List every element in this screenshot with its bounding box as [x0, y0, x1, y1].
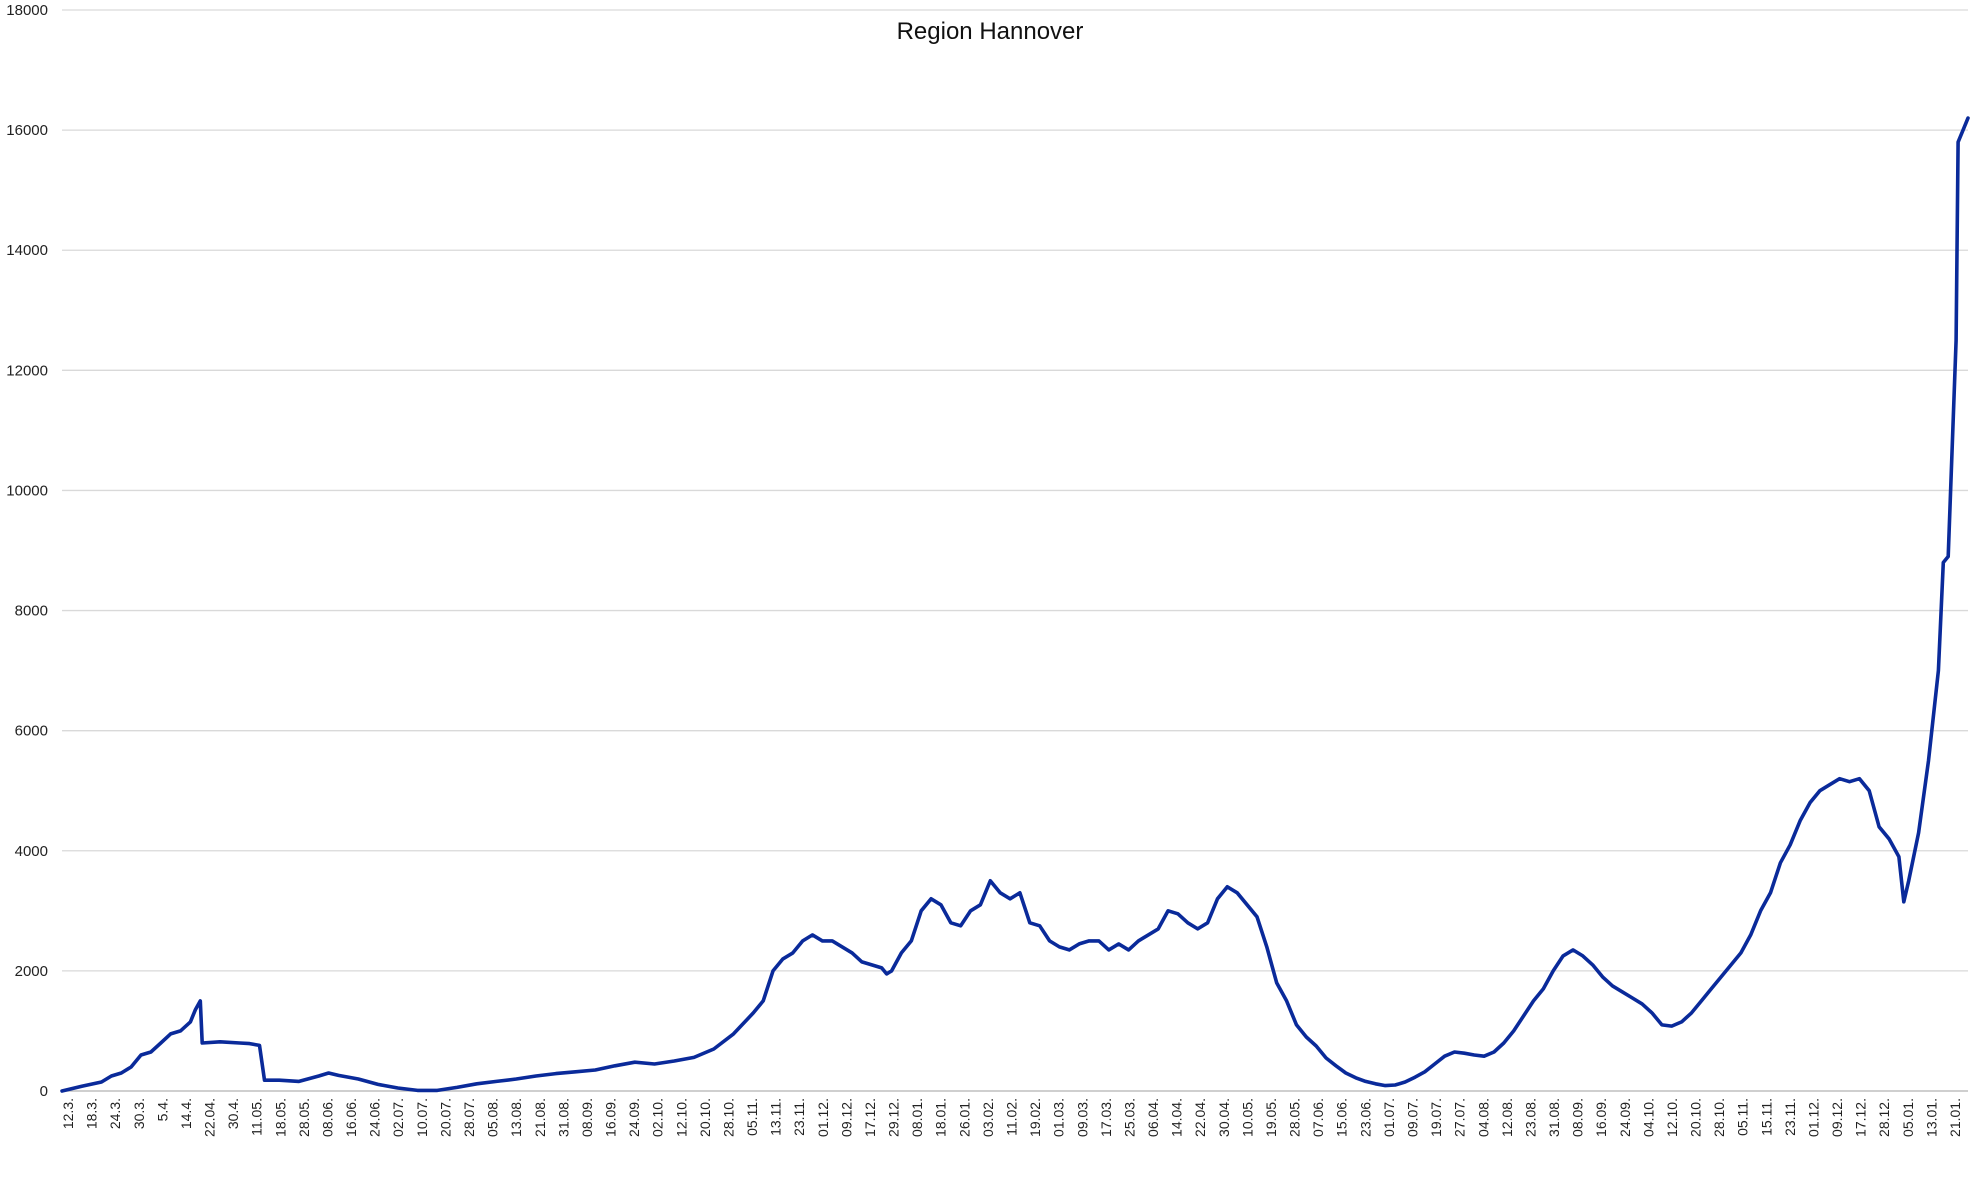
x-tick-label: 24.09. — [626, 1098, 642, 1137]
x-tick-label: 21.08. — [532, 1098, 548, 1137]
x-tick-label: 16.09. — [1593, 1098, 1609, 1137]
x-tick-label: 18.3. — [84, 1098, 100, 1129]
x-tick-label: 11.05. — [249, 1098, 265, 1136]
x-tick-label: 28.12. — [1876, 1098, 1892, 1137]
y-tick-label: 12000 — [6, 362, 48, 379]
x-tick-label: 24.09. — [1617, 1098, 1633, 1137]
x-tick-label: 13.11. — [768, 1098, 784, 1136]
x-tick-label: 01.12. — [815, 1098, 831, 1137]
x-tick-label: 28.05. — [1287, 1098, 1303, 1137]
series-group — [60, 116, 1970, 1093]
x-tick-label: 05.01. — [1900, 1098, 1916, 1137]
chart-title: Region Hannover — [897, 18, 1084, 45]
x-tick-label: 16.09. — [603, 1098, 619, 1137]
y-tick-label: 4000 — [15, 843, 48, 860]
x-tick-label: 05.08. — [485, 1098, 501, 1137]
x-axis-tick-labels: 12.3. 18.3. 24.3. 30.3. 5.4. 14.4. 22.04. 30.4.… — [60, 1098, 1963, 1137]
x-tick-label: 22.04. — [1192, 1098, 1208, 1137]
x-tick-label: 29.12. — [886, 1098, 902, 1137]
x-tick-label: 23.11. — [1782, 1098, 1798, 1136]
x-tick-label: 23.11. — [791, 1098, 807, 1136]
x-tick-label: 23.08. — [1522, 1098, 1538, 1137]
x-tick-label: 19.07. — [1428, 1098, 1444, 1137]
x-tick-label: 20.10. — [697, 1098, 713, 1137]
x-tick-label: 12.10. — [1664, 1098, 1680, 1137]
x-tick-label: 12.3. — [60, 1098, 76, 1129]
x-tick-label: 24.06. — [367, 1098, 383, 1137]
x-tick-label: 22.04. — [202, 1098, 218, 1137]
x-tick-label: 31.08. — [1546, 1098, 1562, 1137]
x-tick-label: 30.3. — [131, 1098, 147, 1129]
x-tick-label: 5.4. — [154, 1098, 170, 1121]
y-tick-label: 8000 — [15, 603, 48, 620]
x-tick-label: 15.11. — [1758, 1098, 1774, 1136]
y-tick-label: 10000 — [6, 482, 48, 499]
x-tick-label: 16.06. — [343, 1098, 359, 1137]
x-tick-label: 24.3. — [107, 1098, 123, 1129]
x-tick-label: 17.12. — [1853, 1098, 1869, 1137]
x-tick-label: 12.10. — [673, 1098, 689, 1137]
x-tick-label: 28.10. — [720, 1098, 736, 1137]
x-tick-label: 28.07. — [461, 1098, 477, 1137]
x-tick-label: 14.4. — [178, 1098, 194, 1129]
x-tick-label: 01.12. — [1805, 1098, 1821, 1137]
x-tick-label: 13.08. — [508, 1098, 524, 1137]
y-axis-tick-labels: 0 2000 4000 6000 8000 10000 12000 14000 16000 180… — [6, 2, 48, 1100]
x-tick-label: 09.07. — [1404, 1098, 1420, 1137]
x-tick-label: 08.01. — [909, 1098, 925, 1137]
y-tick-label: 16000 — [6, 122, 48, 139]
x-tick-label: 11.02. — [1004, 1098, 1020, 1136]
x-tick-label: 12.08. — [1499, 1098, 1515, 1137]
x-tick-label: 14.04. — [1169, 1098, 1185, 1137]
x-tick-label: 30.04. — [1216, 1098, 1232, 1137]
x-tick-label: 31.08. — [555, 1098, 571, 1137]
x-tick-label: 20.10. — [1688, 1098, 1704, 1137]
x-tick-label: 09.03. — [1074, 1098, 1090, 1137]
x-tick-label: 04.08. — [1475, 1098, 1491, 1137]
x-tick-label: 19.02. — [1027, 1098, 1043, 1137]
x-tick-label: 15.06. — [1334, 1098, 1350, 1137]
x-tick-label: 13.01. — [1923, 1098, 1939, 1137]
x-tick-label: 25.03. — [1121, 1098, 1137, 1137]
x-tick-label: 30.4. — [225, 1098, 241, 1129]
x-tick-label: 05.11. — [1735, 1098, 1751, 1136]
x-tick-label: 21.01. — [1947, 1098, 1963, 1137]
x-tick-label: 08.06. — [319, 1098, 335, 1137]
x-tick-label: 09.12. — [838, 1098, 854, 1137]
x-tick-label: 02.10. — [650, 1098, 666, 1137]
x-tick-label: 06.04. — [1145, 1098, 1161, 1137]
x-tick-label: 03.02. — [980, 1098, 996, 1137]
x-tick-label: 17.03. — [1098, 1098, 1114, 1137]
x-tick-label: 27.07. — [1452, 1098, 1468, 1137]
x-tick-label: 08.09. — [579, 1098, 595, 1137]
x-tick-label: 28.10. — [1711, 1098, 1727, 1137]
y-tick-label: 2000 — [15, 963, 48, 980]
x-tick-label: 04.10. — [1640, 1098, 1656, 1137]
y-tick-label: 6000 — [15, 723, 48, 740]
gridlines — [62, 9, 1968, 1092]
x-tick-label: 18.01. — [933, 1098, 949, 1137]
x-tick-label: 01.07. — [1381, 1098, 1397, 1137]
x-tick-label: 26.01. — [956, 1098, 972, 1137]
x-tick-label: 19.05. — [1263, 1098, 1279, 1137]
x-tick-label: 20.07. — [437, 1098, 453, 1137]
x-tick-label: 09.12. — [1829, 1098, 1845, 1137]
y-tick-label: 0 — [40, 1083, 48, 1100]
x-tick-label: 18.05. — [272, 1098, 288, 1137]
x-tick-label: 01.03. — [1051, 1098, 1067, 1137]
x-tick-label: 02.07. — [390, 1098, 406, 1137]
x-tick-label: 23.06. — [1357, 1098, 1373, 1137]
x-tick-label: 17.12. — [862, 1098, 878, 1137]
y-tick-label: 18000 — [6, 2, 48, 19]
x-tick-label: 05.11. — [744, 1098, 760, 1136]
x-tick-label: 07.06. — [1310, 1098, 1326, 1137]
x-tick-label: 10.05. — [1239, 1098, 1255, 1137]
x-tick-label: 08.09. — [1570, 1098, 1586, 1137]
series-line — [60, 116, 1970, 1093]
x-tick-label: 28.05. — [296, 1098, 312, 1137]
y-tick-label: 14000 — [6, 242, 48, 259]
x-tick-label: 10.07. — [414, 1098, 430, 1137]
